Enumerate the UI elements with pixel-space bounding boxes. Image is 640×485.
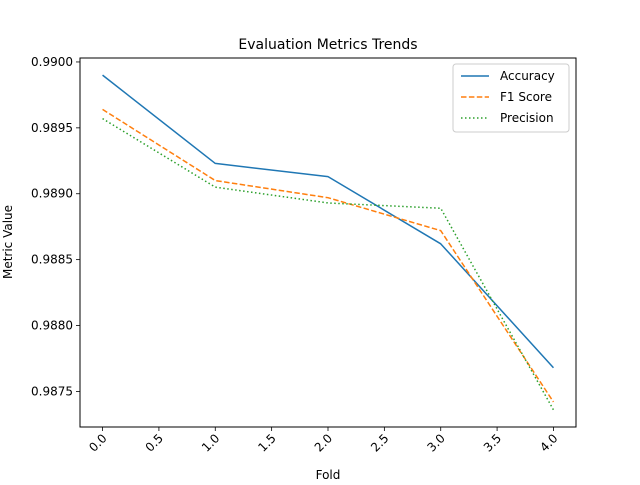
x-tick-label: 1.0 [199, 431, 222, 454]
y-tick-label: 0.9885 [31, 253, 73, 267]
chart-title: Evaluation Metrics Trends [238, 37, 417, 53]
legend-label: F1 Score [500, 90, 552, 104]
legend-box [452, 63, 570, 133]
y-tick-label: 0.9895 [31, 121, 73, 135]
series-line-f1-score [102, 108, 555, 403]
plot-lines [102, 74, 555, 411]
legend-label: Accuracy [500, 69, 555, 83]
series-line-precision [102, 117, 555, 411]
x-axis-ticks: 0.0 0.5 1.0 1.5 2.0 2.5 3.0 3.5 4.0 [86, 427, 561, 455]
y-tick-label: 0.9880 [31, 319, 73, 333]
y-tick-label: 0.9875 [31, 384, 73, 398]
y-tick-label: 0.9890 [31, 187, 73, 201]
y-axis-ticks: 0.9875 0.9880 0.9885 0.9890 0.9895 0.9900 [31, 55, 80, 398]
y-axis-label: Metric Value [1, 205, 15, 279]
x-axis-label: Fold [316, 468, 341, 480]
x-tick-label: 3.5 [481, 431, 504, 454]
x-tick-label: 1.5 [255, 431, 278, 454]
x-tick-label: 3.0 [424, 431, 447, 454]
x-tick-label: 4.0 [537, 431, 560, 454]
x-tick-label: 2.5 [368, 431, 391, 454]
series-line-accuracy [102, 74, 555, 369]
x-tick-label: 0.5 [143, 431, 166, 454]
legend: Accuracy F1 Score Precision [452, 63, 570, 133]
x-tick-label: 0.0 [86, 431, 109, 454]
x-tick-label: 2.0 [312, 431, 335, 454]
y-tick-label: 0.9900 [31, 55, 73, 69]
legend-label: Precision [500, 111, 554, 125]
